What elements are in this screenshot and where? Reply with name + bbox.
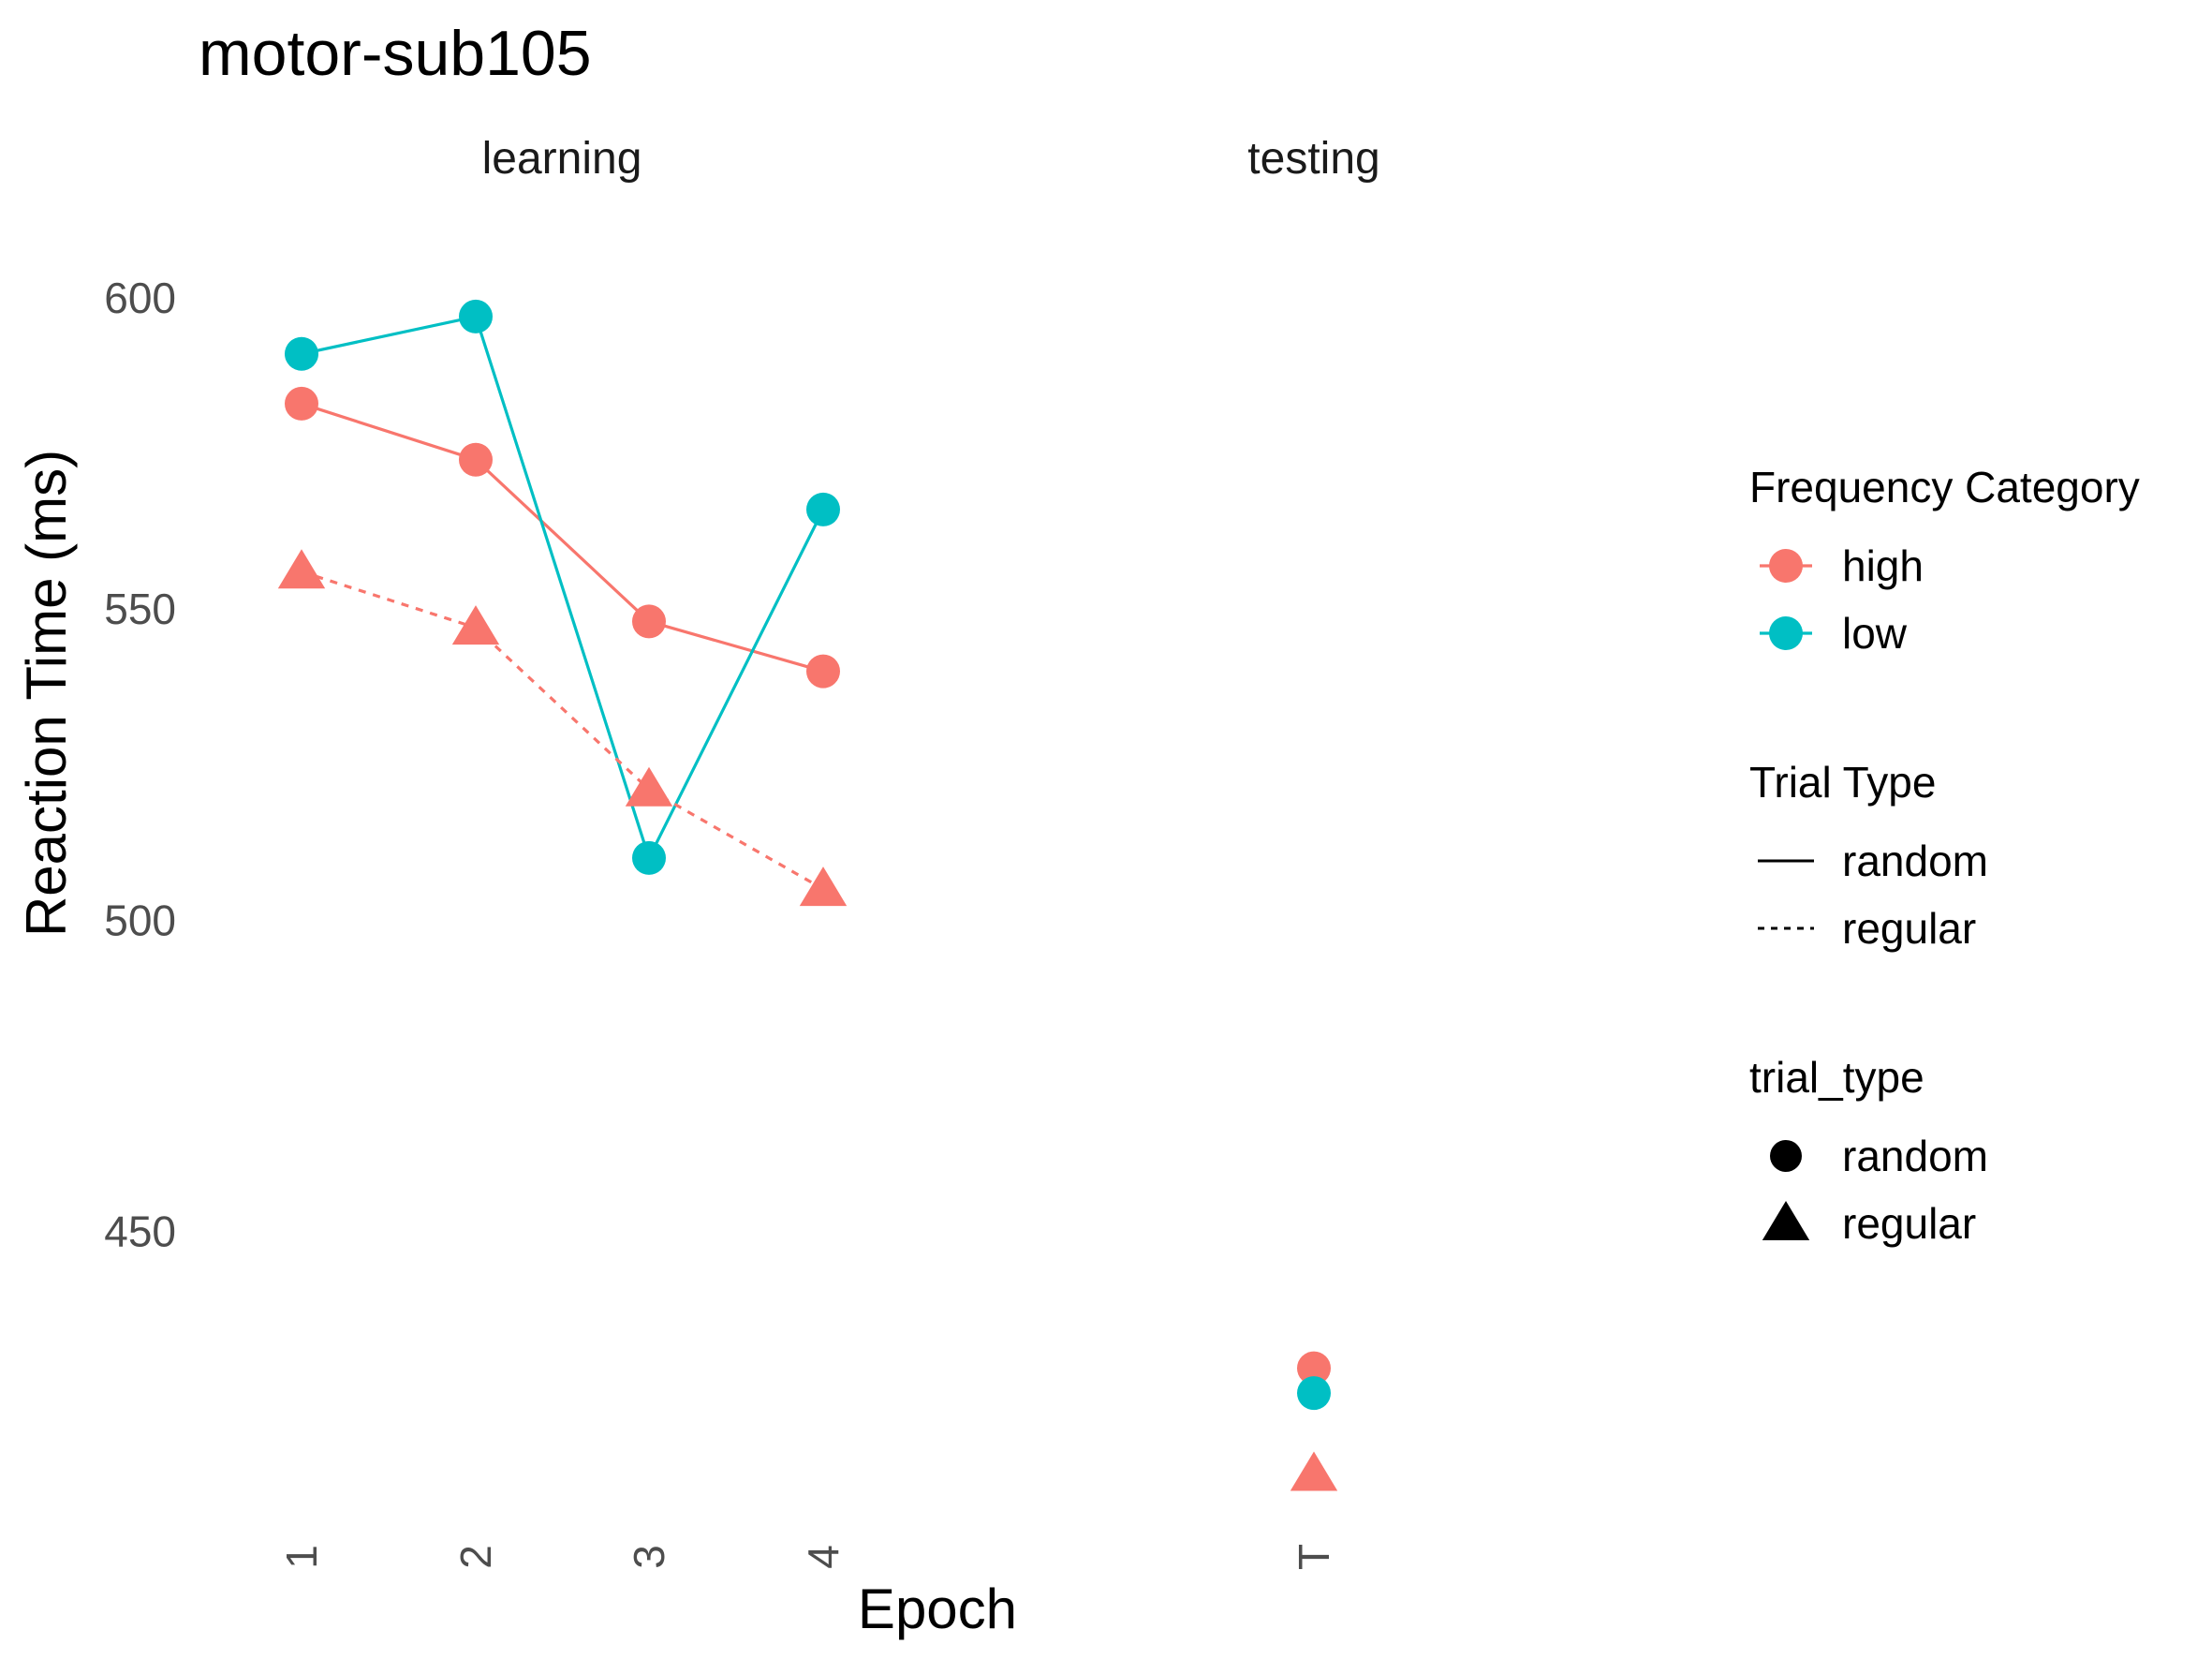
facet-label-learning: learning (482, 134, 642, 184)
x-tick-label: 2 (451, 1545, 500, 1569)
data-point-low-random (285, 336, 318, 371)
y-axis-ticks: 450 500 550 600 (104, 274, 176, 1255)
legend-title: trial_type (1749, 1053, 1924, 1102)
series-line-low-random (301, 315, 825, 863)
legend-key-triangle (1762, 1201, 1810, 1240)
series-line-high-regular (301, 570, 824, 891)
plot-area (277, 299, 1338, 1491)
x-tick-label: 4 (799, 1545, 848, 1569)
legend-label: regular (1842, 904, 1976, 953)
y-tick-label: 550 (104, 585, 176, 633)
legend-key-point (1769, 616, 1803, 650)
x-axis-ticks: 1 2 3 4 T (277, 1544, 1338, 1570)
data-point-high-random (806, 654, 840, 689)
y-axis-title: Reaction Time (ms) (15, 450, 78, 937)
series-line-high-random (301, 402, 824, 674)
data-point-high-random (459, 442, 493, 477)
data-point-high-regular (799, 867, 848, 907)
data-point-low-random (1297, 1376, 1331, 1411)
legend: Frequency Category high low Trial Type rando… (1749, 463, 2140, 1248)
data-point-high-regular (1290, 1451, 1338, 1491)
chart-title: motor-sub105 (199, 18, 592, 89)
legend-label: random (1842, 837, 1988, 885)
data-point-high-random (285, 386, 318, 421)
data-point-high-regular (451, 605, 500, 645)
data-point-low-random (806, 492, 840, 526)
facet-label-testing: testing (1247, 134, 1379, 184)
y-tick-label: 500 (104, 896, 176, 944)
data-point-high-regular (625, 766, 673, 807)
data-point-high-random (1297, 1351, 1331, 1385)
legend-key-point (1769, 549, 1803, 583)
data-point-high-random (632, 604, 666, 639)
legend-label: regular (1842, 1199, 1976, 1248)
legend-title: Frequency Category (1749, 463, 2140, 511)
legend-label: random (1842, 1132, 1988, 1180)
data-point-low-random (459, 299, 493, 333)
x-axis-title: Epoch (858, 1578, 1017, 1640)
legend-key-circle (1770, 1140, 1802, 1172)
x-tick-label: T (1290, 1544, 1338, 1570)
data-point-low-random (632, 840, 666, 875)
x-tick-label: 1 (277, 1545, 326, 1569)
legend-title: Trial Type (1749, 758, 1936, 807)
legend-label: low (1842, 609, 1908, 658)
y-tick-label: 450 (104, 1207, 176, 1255)
legend-label: high (1842, 541, 1924, 590)
data-point-high-regular (277, 549, 326, 589)
x-tick-label: 3 (625, 1545, 673, 1569)
y-tick-label: 600 (104, 274, 176, 322)
